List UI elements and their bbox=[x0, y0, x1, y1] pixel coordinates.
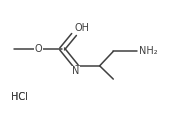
Text: HCl: HCl bbox=[11, 92, 28, 102]
Text: O: O bbox=[34, 44, 42, 54]
Text: HCl: HCl bbox=[11, 92, 28, 102]
Text: OH: OH bbox=[75, 23, 90, 33]
Text: NH₂: NH₂ bbox=[139, 46, 158, 56]
Text: N: N bbox=[72, 66, 79, 76]
